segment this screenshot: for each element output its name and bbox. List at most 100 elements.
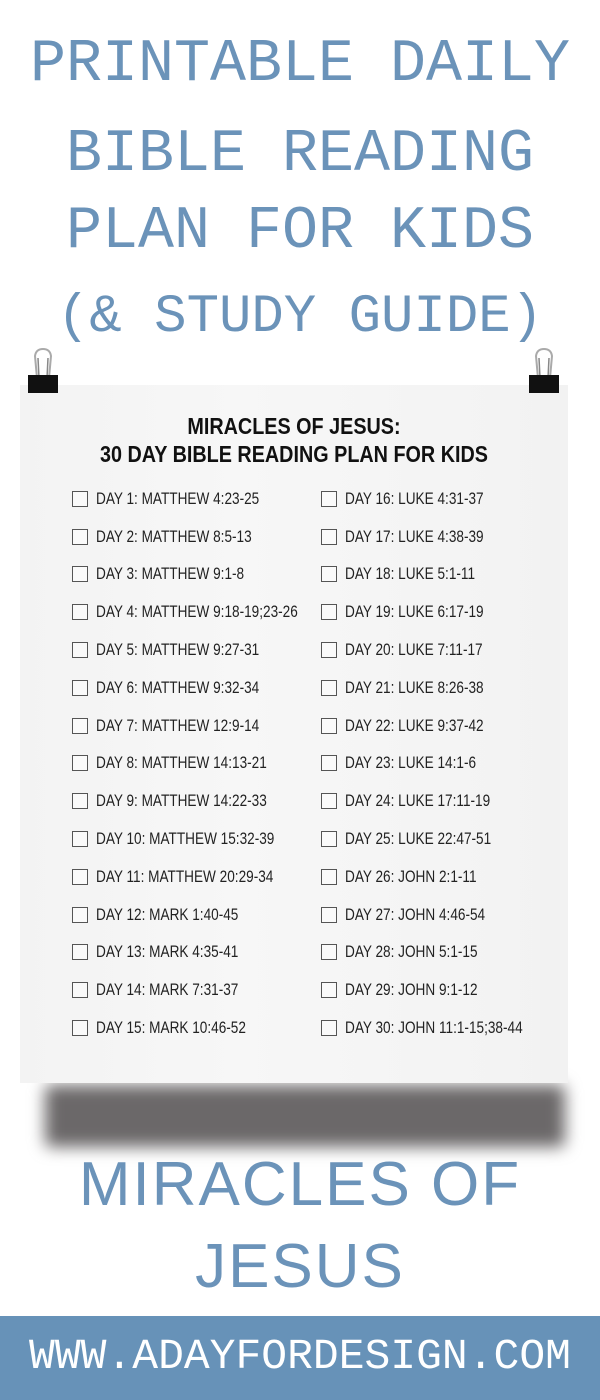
checklist-item: DAY 23: LUKE 14:1-6	[321, 745, 567, 783]
checklist-item: DAY 6: MATTHEW 9:32-34	[72, 669, 348, 707]
reading-label: DAY 28: JOHN 5:1-15	[345, 942, 478, 962]
header-title-line-2: BIBLE READING	[65, 121, 535, 189]
checklist-item: DAY 13: MARK 4:35-41	[72, 934, 348, 972]
reading-label: DAY 22: LUKE 9:37-42	[345, 715, 484, 735]
checkbox[interactable]	[321, 831, 337, 848]
reading-label: DAY 24: LUKE 17:11-19	[345, 791, 491, 811]
reading-label: DAY 2: MATTHEW 8:5-13	[96, 526, 252, 546]
checklist-item: DAY 4: MATTHEW 9:18-19;23-26	[72, 593, 348, 631]
subtitle-line-2: JESUS	[195, 1232, 405, 1301]
checklist-item: DAY 28: JOHN 5:1-15	[321, 934, 567, 972]
reading-label: DAY 6: MATTHEW 9:32-34	[96, 677, 260, 697]
checklist-item: DAY 5: MATTHEW 9:27-31	[72, 631, 348, 669]
checklist-item: DAY 9: MATTHEW 14:22-33	[72, 782, 348, 820]
reading-label: DAY 9: MATTHEW 14:22-33	[96, 791, 267, 811]
checkbox[interactable]	[72, 642, 88, 659]
header-title-line-1: PRINTABLE DAILY	[29, 31, 571, 99]
checklist-item: DAY 10: MATTHEW 15:32-39	[72, 820, 348, 858]
checkbox[interactable]	[72, 793, 88, 810]
checkbox[interactable]	[72, 868, 88, 885]
reading-label: DAY 3: MATTHEW 9:1-8	[96, 564, 245, 584]
poster-shadow	[45, 1085, 565, 1147]
checkbox[interactable]	[72, 831, 88, 848]
checkbox[interactable]	[72, 490, 88, 507]
reading-label: DAY 18: LUKE 5:1-11	[345, 564, 476, 584]
checkbox[interactable]	[321, 679, 337, 696]
checklist-item: DAY 11: MATTHEW 20:29-34	[72, 858, 348, 896]
checkbox[interactable]	[72, 566, 88, 583]
checkbox[interactable]	[321, 982, 337, 999]
checkbox[interactable]	[72, 717, 88, 734]
footer-bar: WWW.ADAYFORDESIGN.COM	[0, 1316, 600, 1400]
reading-label: DAY 20: LUKE 7:11-17	[345, 640, 483, 660]
reading-label: DAY 23: LUKE 14:1-6	[345, 753, 477, 773]
checklist-item: DAY 26: JOHN 2:1-11	[321, 858, 567, 896]
reading-label: DAY 5: MATTHEW 9:27-31	[96, 640, 260, 660]
checkbox[interactable]	[72, 679, 88, 696]
reading-label: DAY 17: LUKE 4:38-39	[345, 526, 484, 546]
checklist-item: DAY 21: LUKE 8:26-38	[321, 669, 567, 707]
checkbox[interactable]	[321, 906, 337, 923]
reading-label: DAY 15: MARK 10:46-52	[96, 1018, 246, 1038]
reading-label: DAY 26: JOHN 2:1-11	[345, 866, 477, 886]
checklist-left-column: DAY 1: MATTHEW 4:23-25 DAY 2: MATTHEW 8:5…	[72, 480, 348, 1047]
reading-label: DAY 10: MATTHEW 15:32-39	[96, 829, 275, 849]
checklist-item: DAY 29: JOHN 9:1-12	[321, 971, 567, 1009]
checkbox[interactable]	[321, 490, 337, 507]
reading-label: DAY 7: MATTHEW 12:9-14	[96, 715, 260, 735]
checkbox[interactable]	[321, 642, 337, 659]
checkbox[interactable]	[321, 717, 337, 734]
reading-label: DAY 19: LUKE 6:17-19	[345, 602, 484, 622]
reading-label: DAY 29: JOHN 9:1-12	[345, 980, 478, 1000]
header-title-line-4: (& STUDY GUIDE)	[56, 287, 544, 348]
checkbox[interactable]	[321, 604, 337, 621]
checklist-item: DAY 19: LUKE 6:17-19	[321, 593, 567, 631]
checklist-item: DAY 22: LUKE 9:37-42	[321, 707, 567, 745]
subtitle-line-1: MIRACLES OF	[78, 1150, 522, 1219]
checklist-item: DAY 14: MARK 7:31-37	[72, 971, 348, 1009]
reading-label: DAY 1: MATTHEW 4:23-25	[96, 488, 260, 508]
checkbox[interactable]	[321, 566, 337, 583]
reading-label: DAY 27: JOHN 4:46-54	[345, 904, 486, 924]
reading-label: DAY 13: MARK 4:35-41	[96, 942, 239, 962]
reading-label: DAY 21: LUKE 8:26-38	[345, 677, 484, 697]
binder-clip-icon	[28, 348, 58, 393]
checklist-item: DAY 16: LUKE 4:31-37	[321, 480, 567, 518]
poster-title-line-1: MIRACLES OF JESUS:	[187, 413, 401, 439]
checkbox[interactable]	[72, 906, 88, 923]
reading-label: DAY 4: MATTHEW 9:18-19;23-26	[96, 602, 298, 622]
checkbox[interactable]	[72, 755, 88, 772]
website-url[interactable]: WWW.ADAYFORDESIGN.COM	[29, 1332, 571, 1381]
checklist-item: DAY 2: MATTHEW 8:5-13	[72, 518, 348, 556]
checklist-item: DAY 3: MATTHEW 9:1-8	[72, 556, 348, 594]
checklist-item: DAY 1: MATTHEW 4:23-25	[72, 480, 348, 518]
header-title-line-3: PLAN FOR KIDS	[65, 198, 535, 266]
checkbox[interactable]	[321, 868, 337, 885]
checklist-item: DAY 7: MATTHEW 12:9-14	[72, 707, 348, 745]
checklist-right-column: DAY 16: LUKE 4:31-37 DAY 17: LUKE 4:38-39…	[321, 480, 567, 1047]
checklist-item: DAY 8: MATTHEW 14:13-21	[72, 745, 348, 783]
checklist-item: DAY 24: LUKE 17:11-19	[321, 782, 567, 820]
checkbox[interactable]	[72, 604, 88, 621]
reading-label: DAY 8: MATTHEW 14:13-21	[96, 753, 267, 773]
checkbox[interactable]	[72, 982, 88, 999]
checklist-item: DAY 25: LUKE 22:47-51	[321, 820, 567, 858]
binder-clip-icon	[529, 348, 559, 393]
reading-label: DAY 11: MATTHEW 20:29-34	[96, 866, 274, 886]
checklist-item: DAY 30: JOHN 11:1-15;38-44	[321, 1009, 567, 1047]
reading-plan-poster: MIRACLES OF JESUS: 30 DAY BIBLE READING …	[20, 385, 568, 1083]
checkbox[interactable]	[321, 944, 337, 961]
poster-title-line-2: 30 DAY BIBLE READING PLAN FOR KIDS	[100, 441, 488, 467]
reading-label: DAY 12: MARK 1:40-45	[96, 904, 239, 924]
reading-label: DAY 30: JOHN 11:1-15;38-44	[345, 1018, 523, 1038]
checkbox[interactable]	[72, 944, 88, 961]
checkbox[interactable]	[72, 528, 88, 545]
checklist-item: DAY 17: LUKE 4:38-39	[321, 518, 567, 556]
checkbox[interactable]	[321, 793, 337, 810]
checkbox[interactable]	[321, 1020, 337, 1037]
checkbox[interactable]	[321, 755, 337, 772]
checkbox[interactable]	[72, 1020, 88, 1037]
checklist-item: DAY 15: MARK 10:46-52	[72, 1009, 348, 1047]
checklist-item: DAY 12: MARK 1:40-45	[72, 896, 348, 934]
checkbox[interactable]	[321, 528, 337, 545]
